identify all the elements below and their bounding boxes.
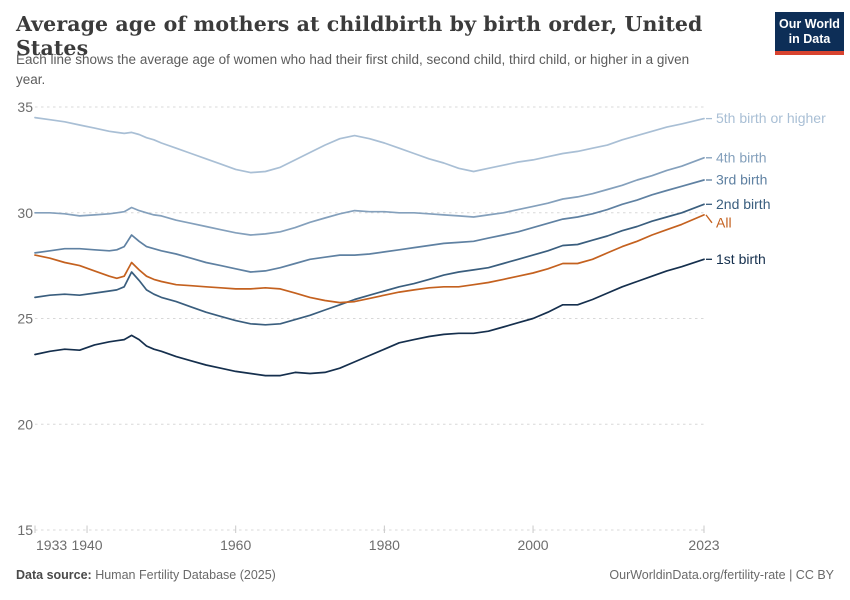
data-source-value: Human Fertility Database (2025) <box>91 568 276 582</box>
x-tick-label-2023: 2023 <box>688 537 719 553</box>
x-tick-label-1980: 1980 <box>369 537 400 553</box>
x-tick-label-1960: 1960 <box>220 537 251 553</box>
y-tick-label-20: 20 <box>17 416 33 432</box>
legend-tick-all <box>705 214 713 224</box>
chart-subtitle: Each line shows the average age of women… <box>16 52 690 87</box>
logo-line-2: in Data <box>788 32 831 46</box>
legend-label-2nd-birth[interactable]: 2nd birth <box>716 196 770 212</box>
legend-label-5th-birth-or-higher[interactable]: 5th birth or higher <box>716 110 826 126</box>
data-source: Data source: Human Fertility Database (2… <box>16 568 276 582</box>
y-tick-label-25: 25 <box>17 311 33 327</box>
y-tick-label-30: 30 <box>17 205 33 221</box>
x-tick-label-2000: 2000 <box>517 537 548 553</box>
legend-label-4th-birth[interactable]: 4th birth <box>716 149 767 165</box>
logo-line-1: Our World <box>779 17 840 31</box>
y-tick-label-15: 15 <box>17 522 33 538</box>
legend-label-1st-birth[interactable]: 1st birth <box>716 251 766 267</box>
legend-label-3rd-birth[interactable]: 3rd birth <box>716 172 767 188</box>
page-title: Average age of mothers at childbirth by … <box>16 12 703 60</box>
credit-link[interactable]: OurWorldinData.org/fertility-rate | CC B… <box>609 568 834 582</box>
series-line-2nd-birth <box>34 203 705 326</box>
owid-logo[interactable]: Our World in Data <box>775 12 844 55</box>
series-line-all <box>34 214 705 304</box>
x-tick-label-1940: 1940 <box>71 537 102 553</box>
series-line-4th-birth <box>34 156 705 236</box>
series-line-1st-birth <box>34 258 705 377</box>
legend-label-all[interactable]: All <box>716 214 732 230</box>
series-line-3rd-birth <box>34 179 705 273</box>
series-line-5th-birth-or-higher <box>34 116 705 174</box>
y-tick-label-35: 35 <box>17 99 33 115</box>
x-tick-label-1933: 1933 <box>36 537 67 553</box>
data-source-label: Data source: <box>16 568 92 582</box>
